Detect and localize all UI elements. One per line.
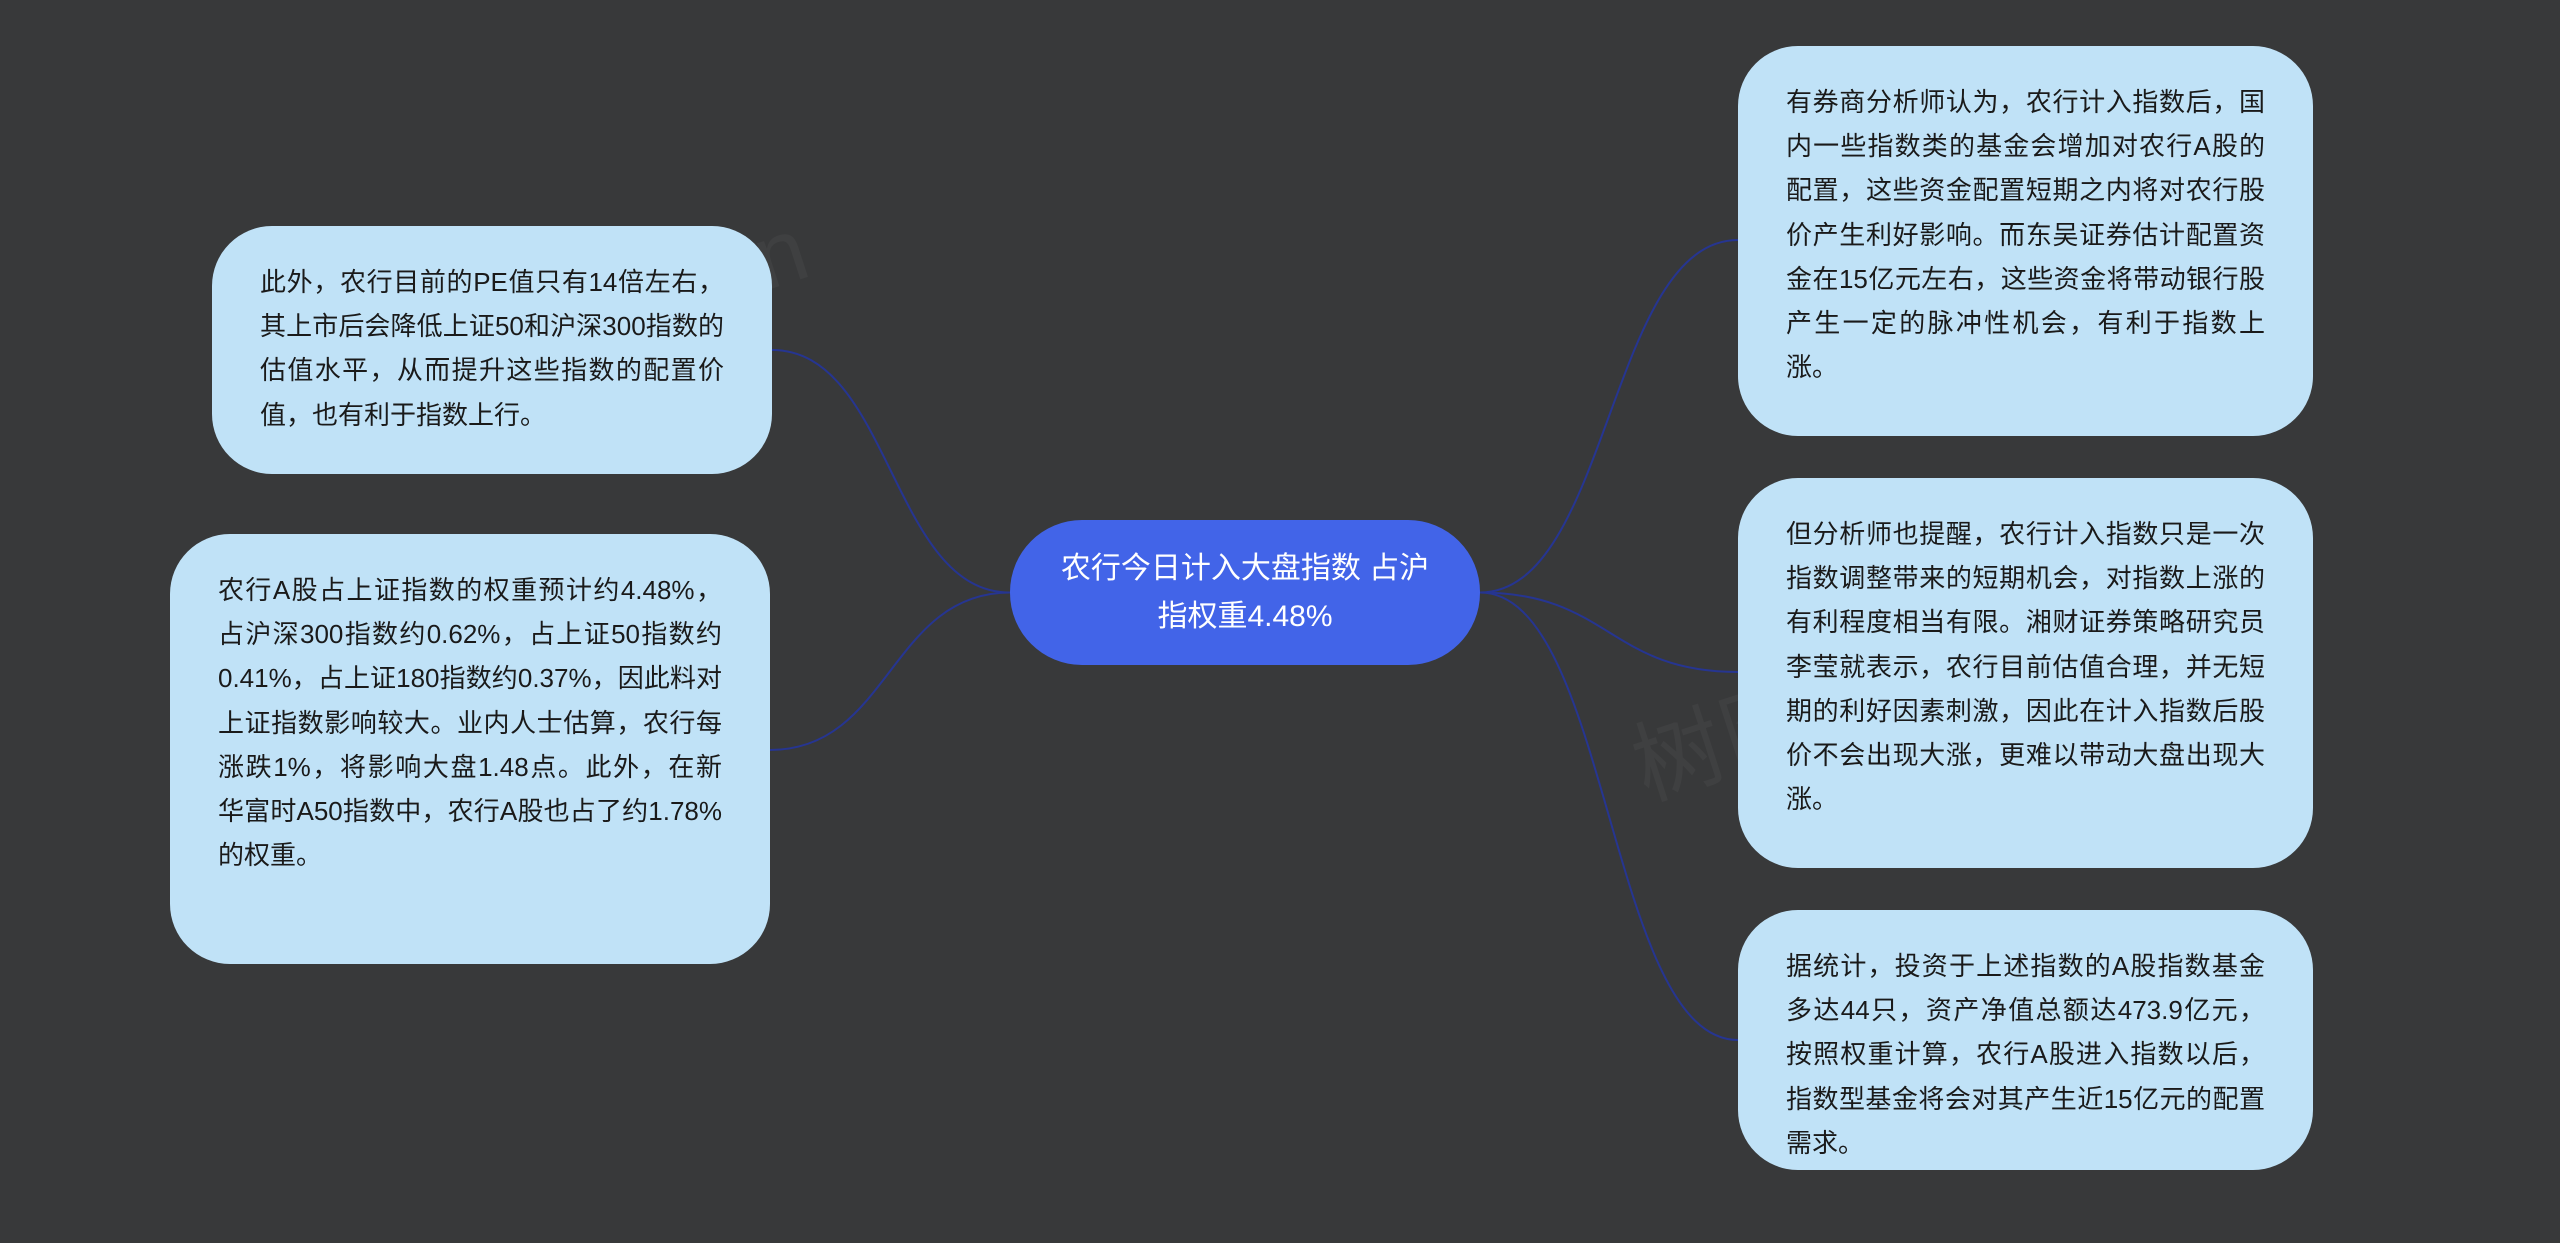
mindmap-left-node-1: 此外，农行目前的PE值只有14倍左右，其上市后会降低上证50和沪深300指数的估… (212, 226, 772, 474)
node-text: 但分析师也提醒，农行计入指数只是一次指数调整带来的短期机会，对指数上涨的有利程度… (1786, 519, 2265, 814)
mindmap-right-node-1: 有券商分析师认为，农行计入指数后，国内一些指数类的基金会增加对农行A股的配置，这… (1738, 46, 2313, 436)
node-text: 据统计，投资于上述指数的A股指数基金多达44只，资产净值总额达473.9亿元，按… (1786, 951, 2265, 1158)
node-text: 此外，农行目前的PE值只有14倍左右，其上市后会降低上证50和沪深300指数的估… (260, 267, 724, 430)
mindmap-right-node-3: 据统计，投资于上述指数的A股指数基金多达44只，资产净值总额达473.9亿元，按… (1738, 910, 2313, 1170)
node-text: 农行A股占上证指数的权重预计约4.48%，占沪深300指数约0.62%，占上证5… (218, 575, 722, 870)
mindmap-right-node-2: 但分析师也提醒，农行计入指数只是一次指数调整带来的短期机会，对指数上涨的有利程度… (1738, 478, 2313, 868)
mindmap-left-node-2: 农行A股占上证指数的权重预计约4.48%，占沪深300指数约0.62%，占上证5… (170, 534, 770, 964)
center-node-text: 农行今日计入大盘指数 占沪指权重4.48% (1050, 545, 1440, 641)
mindmap-center-node: 农行今日计入大盘指数 占沪指权重4.48% (1010, 520, 1480, 665)
node-text: 有券商分析师认为，农行计入指数后，国内一些指数类的基金会增加对农行A股的配置，这… (1786, 87, 2265, 382)
